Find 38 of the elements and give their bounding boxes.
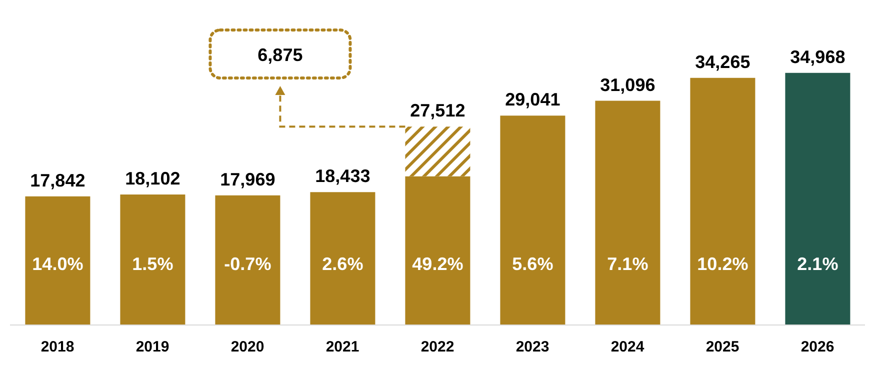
- x-tick-label: 2023: [516, 338, 550, 356]
- bar: [595, 100, 660, 325]
- annotation: 10.2%: [697, 254, 748, 274]
- data-label: 34,265: [695, 52, 750, 72]
- annotation: 5.6%: [512, 254, 554, 274]
- annotation: 2.6%: [322, 254, 364, 274]
- x-tick-label: 2026: [800, 338, 834, 356]
- data-label: 29,041: [505, 90, 560, 110]
- annotation: 7.1%: [607, 254, 648, 274]
- bar: [25, 196, 90, 325]
- bar: [785, 72, 850, 325]
- bar: [120, 194, 186, 325]
- annotation: 49.2%: [412, 254, 464, 274]
- annotation: -0.7%: [224, 254, 272, 274]
- annotation: 1.5%: [132, 254, 174, 274]
- x-tick-label: 2022: [420, 338, 454, 356]
- x-tick-label: 2025: [706, 338, 740, 356]
- data-label: 31,096: [600, 74, 656, 95]
- bar: [690, 78, 756, 325]
- bar: [500, 116, 566, 325]
- bar: [405, 176, 470, 325]
- data-label: 17,842: [30, 170, 86, 190]
- x-tick-label: 2018: [40, 338, 74, 356]
- data-label: 18,433: [315, 166, 370, 186]
- data-label: 34,968: [790, 46, 846, 67]
- annotation: 2.1%: [797, 254, 838, 274]
- x-tick-label: 2020: [230, 338, 264, 356]
- data-label: 17,969: [220, 169, 276, 190]
- data-label: 18,102: [125, 168, 180, 188]
- x-tick-label: 2019: [136, 338, 170, 356]
- bar: [310, 192, 376, 325]
- x-tick-label: 2021: [326, 338, 360, 356]
- annotation: 14.0%: [32, 254, 84, 274]
- x-tick-label: 2024: [610, 338, 645, 356]
- bar: [215, 195, 280, 325]
- bar: [405, 126, 470, 176]
- total-label: 27,512: [410, 100, 466, 121]
- text: 6,875: [258, 45, 303, 65]
